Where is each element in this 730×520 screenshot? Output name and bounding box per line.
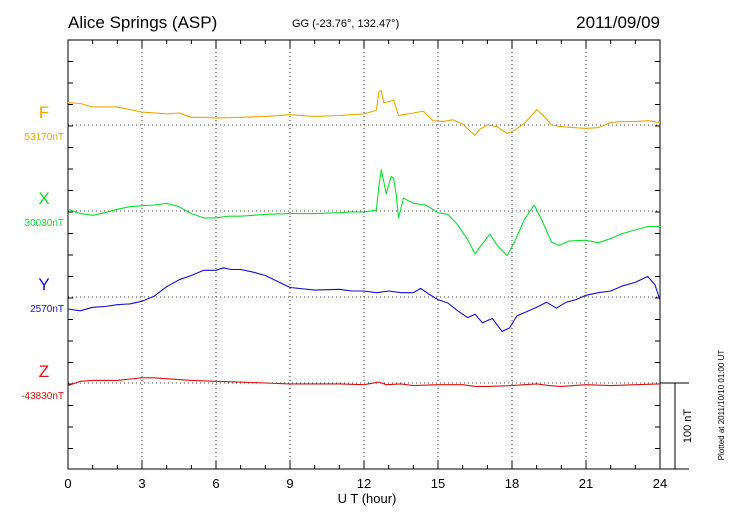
scale-bar-label: 100 nT <box>682 409 694 444</box>
series-line-x <box>67 169 660 257</box>
chart-date: 2011/09/09 <box>576 13 660 32</box>
x-tick-label: 15 <box>431 476 445 491</box>
grid-lines <box>68 40 660 469</box>
series-lines <box>67 90 661 387</box>
series-name-x: X <box>38 189 49 208</box>
scale-bar: 100 nT <box>660 382 694 470</box>
series-name-y: Y <box>38 275 49 294</box>
x-tick-label: 18 <box>505 476 519 491</box>
series-line-f <box>67 90 661 136</box>
x-tick-label: 24 <box>653 476 667 491</box>
x-tick-label: 9 <box>286 476 293 491</box>
series-baseline-f: 53170nT <box>25 132 64 143</box>
series-name-z: Z <box>39 362 49 381</box>
x-tick-label: 3 <box>138 476 145 491</box>
series-line-y <box>67 267 661 332</box>
station-title: Alice Springs (ASP) <box>68 13 217 32</box>
plot-timestamp: Plotted at 2011/10/10 01:00 UT <box>717 350 726 461</box>
x-tick-label: 0 <box>64 476 71 491</box>
x-tick-labels: 0 3 6 9 12 15 18 21 24 <box>64 476 667 491</box>
x-tick-label: 6 <box>212 476 219 491</box>
x-axis-label: U T (hour) <box>338 491 397 506</box>
axis-ticks <box>67 39 661 469</box>
series-baseline-x: 30030nT <box>25 218 64 229</box>
x-tick-label: 12 <box>357 476 371 491</box>
station-coordinates: GG (-23.76°, 132.47°) <box>292 18 399 30</box>
series-baseline-z: -43830nT <box>21 391 64 402</box>
series-name-f: F <box>39 103 49 122</box>
series-line-z <box>67 377 661 387</box>
x-tick-label: 21 <box>579 476 593 491</box>
series-labels: F 53170nT X 30030nT Y 2570nT Z -43830nT <box>21 103 64 402</box>
series-baseline-y: 2570nT <box>30 304 64 315</box>
